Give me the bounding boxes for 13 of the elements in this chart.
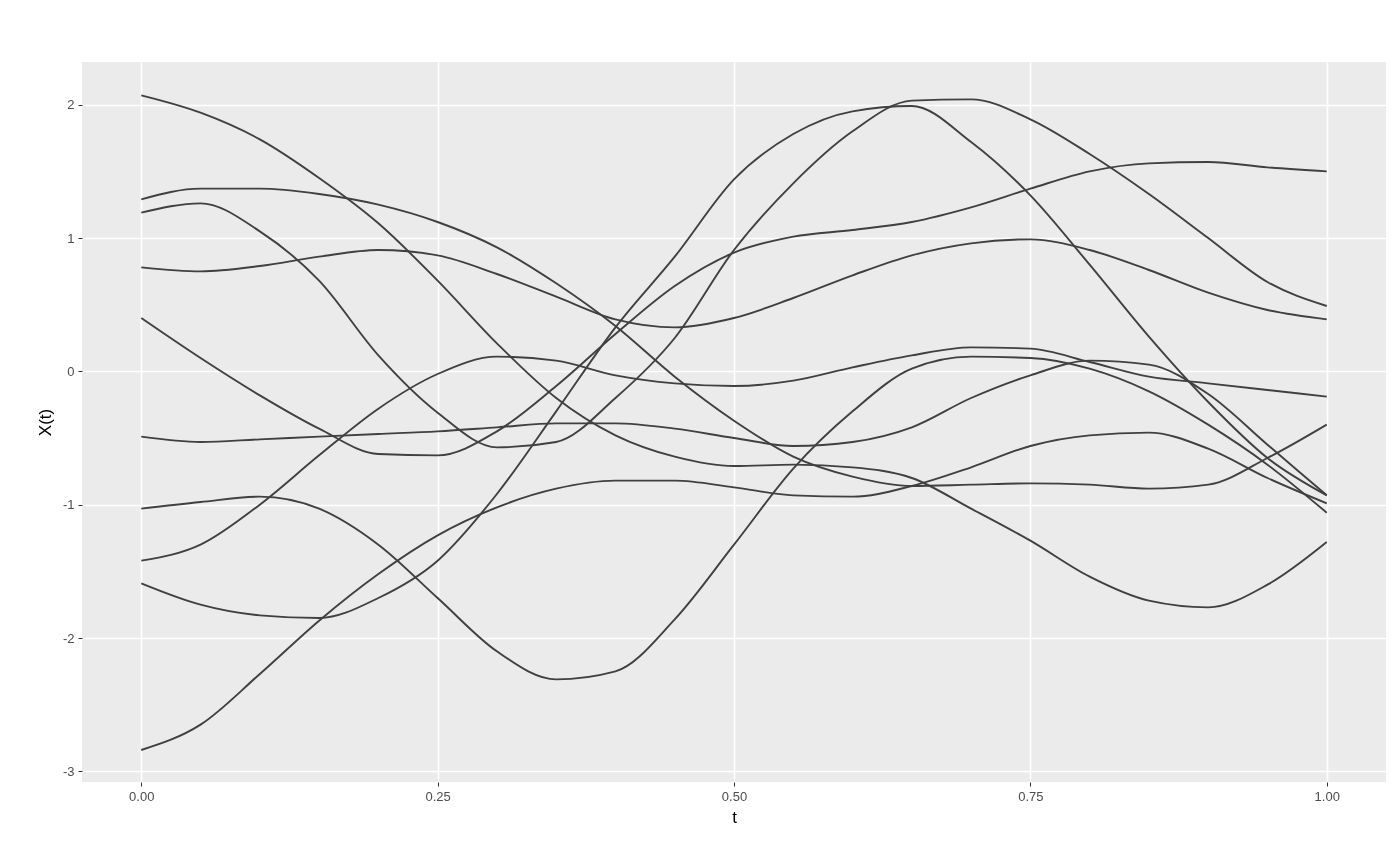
- x-tick-label: 0.75: [1018, 788, 1044, 804]
- x-axis-title: t: [732, 807, 738, 827]
- x-tick-label: 0.00: [129, 788, 155, 804]
- x-tick-label: 0.25: [425, 788, 451, 804]
- y-tick-label: -2: [62, 630, 75, 646]
- x-tick-label: 1.00: [1314, 788, 1340, 804]
- y-tick-label: 2: [67, 97, 75, 113]
- y-tick-label: 0: [67, 363, 75, 379]
- y-tick-label: 1: [67, 230, 75, 246]
- y-tick-label: -3: [62, 763, 75, 779]
- x-tick-label: 0.50: [721, 788, 748, 804]
- y-axis-title: X(t): [35, 408, 55, 437]
- y-tick-label: -1: [62, 497, 75, 513]
